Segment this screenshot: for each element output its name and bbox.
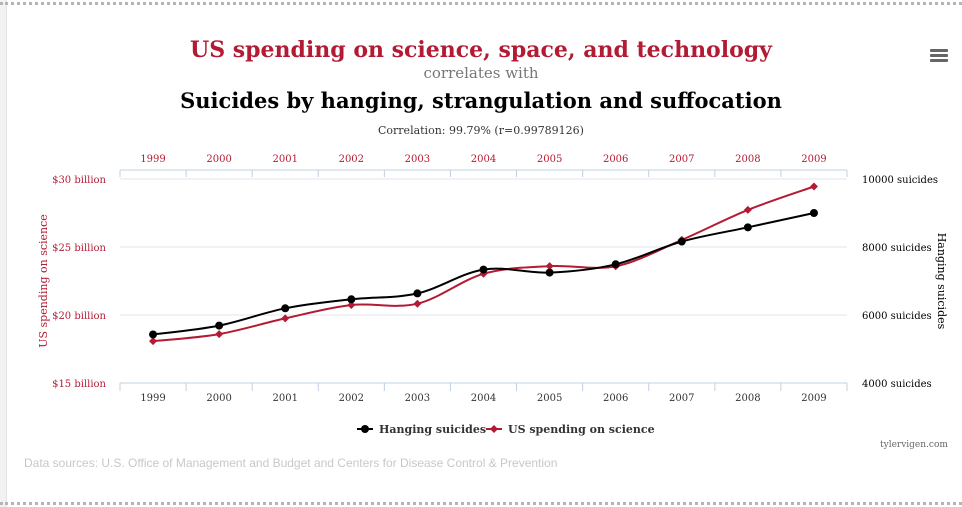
data-point [809,209,818,217]
legend-label[interactable]: Hanging suicides [379,423,486,436]
page-left-edge [0,0,7,507]
chart-connector-text: correlates with [423,64,539,82]
top-x-tick-label: 2005 [537,154,562,165]
menu-bar [930,49,948,52]
top-x-tick-label: 2008 [735,154,760,165]
bottom-dotted-border [0,502,962,505]
top-x-tick-label: 2007 [669,154,694,165]
hamburger-menu-icon[interactable] [930,49,948,65]
bottom-x-tick-label: 2002 [339,393,364,404]
grid-layer [120,178,847,384]
right-y-tick-label: 10000 suicides [862,175,938,186]
right-y-tick-label: 8000 suicides [862,243,932,254]
right-y-tick-label: 6000 suicides [862,311,932,322]
legend-marker [361,425,369,433]
data-point [413,299,422,308]
top-x-tick-label: 1999 [140,154,165,165]
top-x-tick-label: 2000 [206,154,231,165]
correlation-text: Correlation: 99.79% (r=0.99789126) [378,124,584,137]
left-y-tick-label: $20 billion [52,311,106,322]
top-x-tick-label: 2006 [603,154,628,165]
left-y-tick-label: $25 billion [52,243,106,254]
top-x-tick-label: 2009 [801,154,826,165]
bottom-x-tick-label: 2008 [735,393,760,404]
menu-bar [930,59,948,62]
data-point [215,321,224,330]
bottom-x-tick-label: 2009 [801,393,826,404]
left-axis-title: US spending on science [37,214,50,348]
bottom-x-tick-label: 2005 [537,393,562,404]
legend[interactable]: Hanging suicides US spending on science [357,423,655,436]
data-point [347,295,356,304]
data-point [149,337,158,346]
data-sources-text: Data sources: U.S. Office of Management … [24,456,558,470]
right-y-tick-label: 4000 suicides [862,379,932,390]
data-point [347,301,356,310]
top-x-tick-label: 2004 [471,154,496,165]
top-x-tick-label: 2001 [273,154,298,165]
data-point [215,330,224,339]
data-point [281,314,290,323]
bottom-x-tick-label: 2003 [405,393,430,404]
chart-title-primary: US spending on science, space, and techn… [190,37,772,63]
left-y-tick-label: $15 billion [52,379,106,390]
series-layer [149,182,818,346]
data-point [545,268,554,277]
data-point [809,182,818,191]
top-x-tick-label: 2003 [405,154,430,165]
axis-layer: 1999 1999 2000 2000 2001 2001 2002 2002 2003 2003… [37,154,948,404]
data-point [479,265,488,274]
bottom-x-tick-label: 2001 [273,393,298,404]
data-point [677,237,686,246]
top-dotted-border [0,2,962,5]
credit-link[interactable]: tylervigen.com [880,440,948,450]
bottom-x-tick-label: 2007 [669,393,694,404]
data-point [149,330,158,339]
legend-marker [490,425,498,433]
chart-title-secondary: Suicides by hanging, strangulation and s… [180,88,782,113]
data-point [743,205,752,214]
data-point [611,260,620,269]
data-point [413,289,422,298]
bottom-x-tick-label: 1999 [140,393,165,404]
bottom-x-tick-label: 2000 [206,393,231,404]
left-y-tick-label: $30 billion [52,175,106,186]
top-x-tick-label: 2002 [339,154,364,165]
right-axis-title: Hanging suicides [935,233,948,330]
legend-label[interactable]: US spending on science [508,423,655,436]
bottom-x-tick-label: 2004 [471,393,496,404]
data-point [743,223,752,232]
data-point [281,304,290,313]
menu-bar [930,54,948,57]
data-point [545,262,554,271]
bottom-x-tick-label: 2006 [603,393,628,404]
